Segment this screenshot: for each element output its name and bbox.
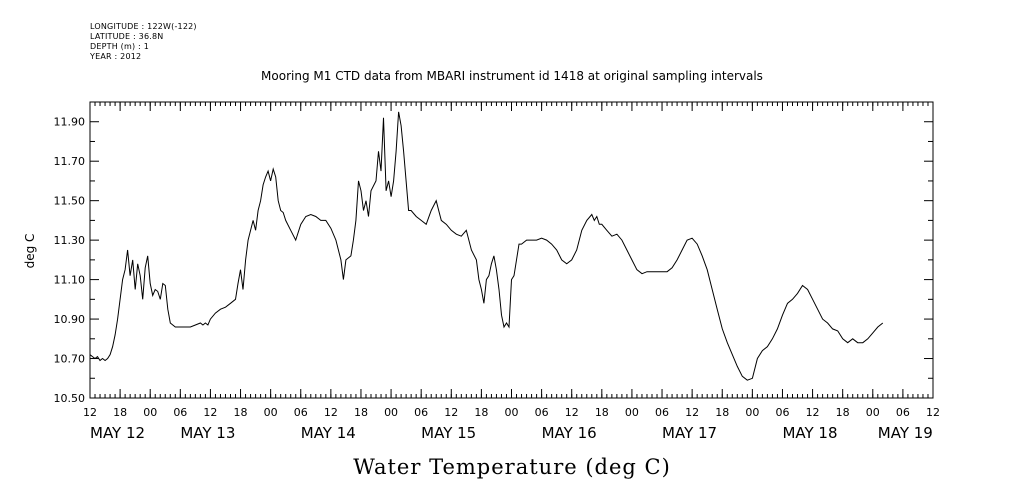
x-hour-label: 06 [294, 406, 308, 419]
x-hour-label: 00 [143, 406, 157, 419]
axis-ticks [89, 102, 934, 399]
x-hour-label: 12 [324, 406, 338, 419]
x-hour-label: 18 [715, 406, 729, 419]
x-hour-label: 12 [83, 406, 97, 419]
metadata-block: LONGITUDE : 122W(-122) LATITUDE : 36.8N … [90, 22, 197, 62]
x-hour-label: 06 [896, 406, 910, 419]
y-tick-label: 11.90 [54, 116, 86, 129]
x-hour-label: 18 [354, 406, 368, 419]
y-tick-label: 10.70 [54, 353, 86, 366]
y-axis-label: deg C [23, 234, 37, 269]
x-hour-label: 18 [234, 406, 248, 419]
y-tick-label: 11.70 [54, 155, 86, 168]
x-hour-label: 12 [565, 406, 579, 419]
x-hour-label: 12 [806, 406, 820, 419]
y-tick-label: 11.50 [54, 195, 86, 208]
plot-frame [89, 101, 934, 399]
x-hour-label: 12 [444, 406, 458, 419]
y-tick-label: 10.50 [54, 392, 86, 405]
x-hour-label: 18 [595, 406, 609, 419]
x-day-label: MAY 17 [662, 424, 717, 442]
x-hour-label: 00 [866, 406, 880, 419]
x-hour-label: 00 [384, 406, 398, 419]
x-hour-label: 06 [535, 406, 549, 419]
temperature-series-line [89, 111, 884, 381]
x-hour-label: 12 [685, 406, 699, 419]
x-hour-label: 18 [113, 406, 127, 419]
x-hour-label: 00 [745, 406, 759, 419]
y-tick-label: 11.10 [54, 274, 86, 287]
x-hour-label: 18 [474, 406, 488, 419]
x-hour-label: 00 [625, 406, 639, 419]
x-hour-label: 00 [264, 406, 278, 419]
x-axis-title: Water Temperature (deg C) [353, 455, 671, 479]
x-day-label: MAY 16 [542, 424, 597, 442]
x-hour-label: 12 [926, 406, 940, 419]
meta-year: YEAR : 2012 [90, 52, 142, 61]
x-day-label: MAY 19 [878, 424, 933, 442]
x-day-label: MAY 15 [421, 424, 476, 442]
x-hour-label: 00 [505, 406, 519, 419]
x-hour-label: 06 [173, 406, 187, 419]
x-hour-label: 06 [414, 406, 428, 419]
meta-longitude: LONGITUDE : 122W(-122) [90, 22, 197, 31]
y-tick-label: 11.30 [54, 234, 86, 247]
x-day-label: MAY 12 [90, 424, 145, 442]
x-day-label: MAY 13 [180, 424, 235, 442]
x-day-label: MAY 18 [782, 424, 837, 442]
x-hour-label: 18 [836, 406, 850, 419]
chart-title: Mooring M1 CTD data from MBARI instrumen… [261, 69, 763, 83]
y-tick-label: 10.90 [54, 313, 86, 326]
x-day-label: MAY 14 [301, 424, 356, 442]
x-hour-label: 12 [203, 406, 217, 419]
meta-latitude: LATITUDE : 36.8N [90, 32, 164, 41]
x-hour-label: 06 [775, 406, 789, 419]
meta-depth: DEPTH (m) : 1 [90, 42, 149, 51]
tick-labels: 10.50 10.70 10.90 11.10 11.30 11.50 11.70 11.90… [54, 116, 941, 442]
x-hour-label: 06 [655, 406, 669, 419]
